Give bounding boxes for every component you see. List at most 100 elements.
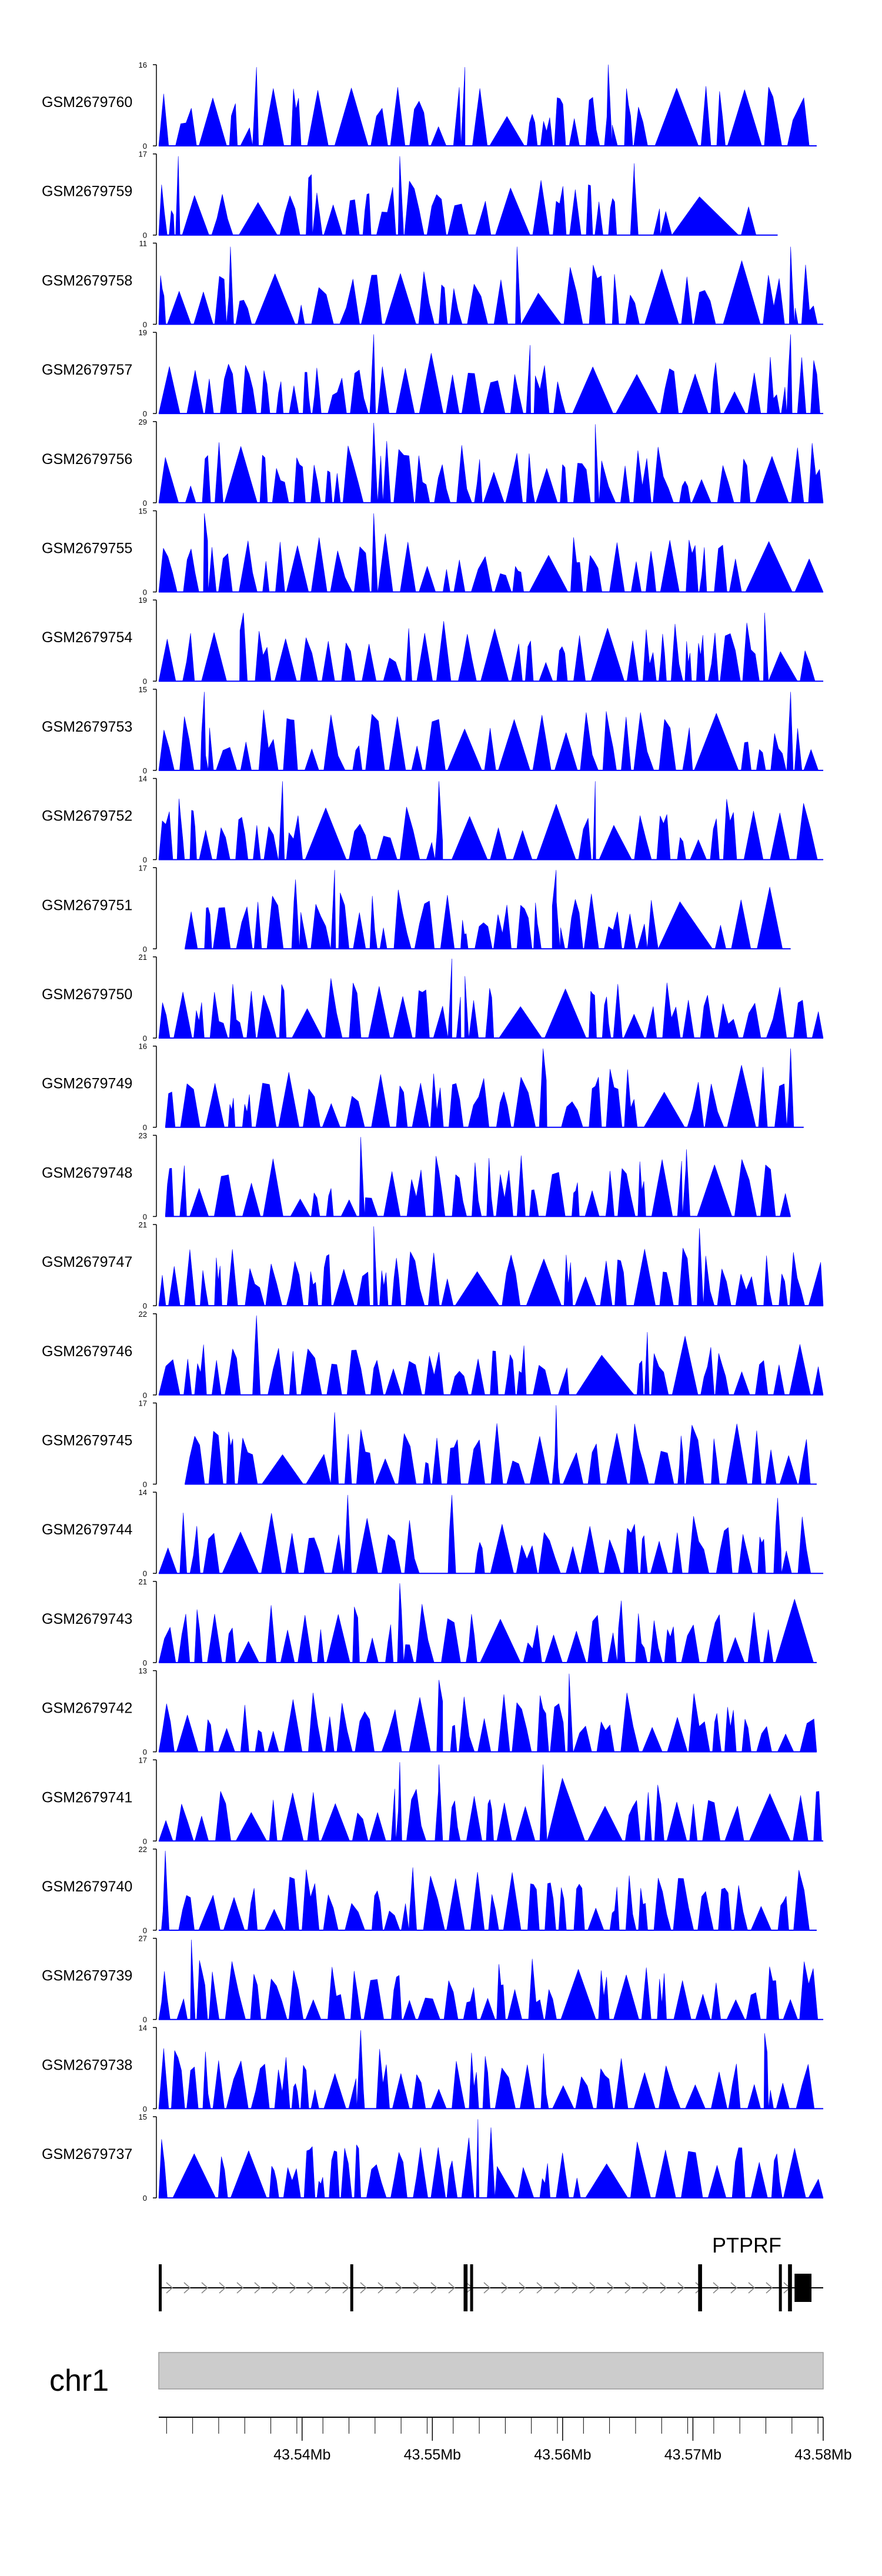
strand-arrow	[430, 2282, 438, 2294]
track-GSM2679741: GSM2679741 17 0	[42, 1756, 824, 1846]
track-ymax-label: 22	[139, 1845, 147, 1854]
track-ymin-label: 0	[143, 588, 147, 597]
chromosome-label: chr1	[49, 2364, 109, 2398]
strand-arrow	[624, 2282, 632, 2294]
strand-arrow	[307, 2282, 315, 2294]
track-ymin-label: 0	[143, 1391, 147, 1400]
track-label: GSM2679755	[42, 540, 132, 557]
track-label: GSM2679751	[42, 897, 132, 913]
track-label: GSM2679758	[42, 272, 132, 289]
axis-minor-ticks	[166, 2417, 818, 2434]
track-ymin-label: 0	[143, 409, 147, 418]
track-ymin-label: 0	[143, 231, 147, 240]
track-label: GSM2679741	[42, 1789, 132, 1806]
track-GSM2679754: GSM2679754 19 0	[42, 596, 824, 686]
strand-arrow	[219, 2282, 226, 2294]
exon	[779, 2264, 782, 2311]
track-label: GSM2679743	[42, 1611, 132, 1627]
track-label: GSM2679756	[42, 451, 132, 468]
strand-arrow	[166, 2282, 173, 2294]
coverage-area	[185, 1405, 817, 1484]
track-ymax-label: 15	[139, 685, 147, 694]
track-ymin-label: 0	[143, 2194, 147, 2203]
track-ymin-label: 0	[143, 2104, 147, 2113]
coverage-area	[158, 334, 824, 414]
track-ymax-label: 11	[139, 239, 148, 248]
track-GSM2679757: GSM2679757 19 0	[42, 328, 824, 418]
track-ymax-label: 14	[139, 2023, 147, 2032]
track-ymax-label: 29	[139, 418, 147, 426]
track-ymax-label: 21	[139, 1220, 147, 1229]
track-ymax-label: 16	[139, 61, 147, 69]
track-label: GSM2679738	[42, 2057, 132, 2073]
strand-arrow	[360, 2282, 368, 2294]
track-ymax-label: 17	[139, 150, 147, 159]
strand-arrow	[642, 2282, 650, 2294]
coverage-area	[158, 959, 824, 1039]
track-ymin-label: 0	[143, 1837, 147, 1846]
track-label: GSM2679746	[42, 1343, 132, 1360]
track-GSM2679747: GSM2679747 21 0	[42, 1220, 824, 1310]
track-ymax-label: 21	[139, 1577, 147, 1586]
exon	[159, 2264, 162, 2311]
track-ymax-label: 16	[139, 1042, 147, 1051]
strand-arrow	[519, 2282, 526, 2294]
track-label: GSM2679742	[42, 1700, 132, 1717]
track-ymin-label: 0	[143, 1034, 147, 1043]
track-ymax-label: 27	[139, 1934, 147, 1943]
track-label: GSM2679737	[42, 2146, 132, 2163]
strand-arrow	[377, 2282, 385, 2294]
track-ymax-label: 17	[139, 863, 147, 872]
track-label: GSM2679760	[42, 94, 132, 111]
track-ymax-label: 15	[139, 2113, 147, 2121]
track-label: GSM2679754	[42, 629, 132, 646]
coverage-area	[158, 692, 824, 771]
strand-arrow	[448, 2282, 456, 2294]
track-GSM2679759: GSM2679759 17 0	[42, 150, 778, 240]
axis-major-ticks: 43.54Mb 43.55Mb 43.56Mb 43.57Mb 43.58Mb	[273, 2417, 852, 2463]
strand-arrow	[254, 2282, 262, 2294]
track-ymax-label: 21	[139, 953, 147, 962]
track-label: GSM2679752	[42, 808, 132, 825]
track-ymax-label: 14	[139, 775, 147, 783]
strand-arrow	[201, 2282, 209, 2294]
track-GSM2679748: GSM2679748 23 0	[42, 1131, 791, 1221]
track-GSM2679750: GSM2679750 21 0	[42, 953, 824, 1043]
track-ymin-label: 0	[143, 677, 147, 686]
track-ymin-label: 0	[143, 1212, 147, 1221]
strand-arrow	[713, 2282, 720, 2294]
track-GSM2679743: GSM2679743 21 0	[42, 1577, 817, 1667]
track-label: GSM2679757	[42, 362, 132, 378]
track-ymax-label: 23	[139, 1131, 147, 1140]
track-ymax-label: 17	[139, 1756, 147, 1764]
coverage-area	[158, 612, 824, 682]
chromosome-bar	[158, 2352, 824, 2390]
strand-arrow	[236, 2282, 244, 2294]
track-ymin-label: 0	[143, 1926, 147, 1935]
track-ymax-label: 14	[139, 1488, 147, 1497]
coverage-area	[165, 1137, 791, 1217]
strand-arrow	[325, 2282, 332, 2294]
track-label: GSM2679747	[42, 1254, 132, 1270]
track-GSM2679739: GSM2679739 27 0	[42, 1934, 824, 2024]
axis-tick-label: 43.55Mb	[404, 2447, 461, 2463]
strand-arrow	[730, 2282, 738, 2294]
coverage-area	[158, 2030, 824, 2109]
axis-tick-label: 43.56Mb	[534, 2447, 591, 2463]
track-label: GSM2679749	[42, 1076, 132, 1092]
track-label: GSM2679744	[42, 1521, 132, 1538]
track-ymax-label: 13	[139, 1667, 147, 1676]
gene-exons	[159, 2264, 812, 2311]
track-ymin-label: 0	[143, 499, 147, 508]
track-GSM2679752: GSM2679752 14 0	[42, 775, 824, 865]
genomic-position-axis: 43.54Mb 43.55Mb 43.56Mb 43.57Mb 43.58Mb	[159, 2417, 852, 2463]
track-ymin-label: 0	[143, 1569, 147, 1578]
coverage-area	[158, 1940, 824, 2020]
coverage-area	[158, 781, 824, 860]
track-GSM2679758: GSM2679758 11 0	[42, 239, 824, 329]
gene-name-label: PTPRF	[712, 2233, 781, 2257]
strand-arrow	[660, 2282, 667, 2294]
coverage-area	[158, 1673, 817, 1752]
track-GSM2679740: GSM2679740 22 0	[42, 1845, 817, 1935]
track-label: GSM2679753	[42, 719, 132, 735]
